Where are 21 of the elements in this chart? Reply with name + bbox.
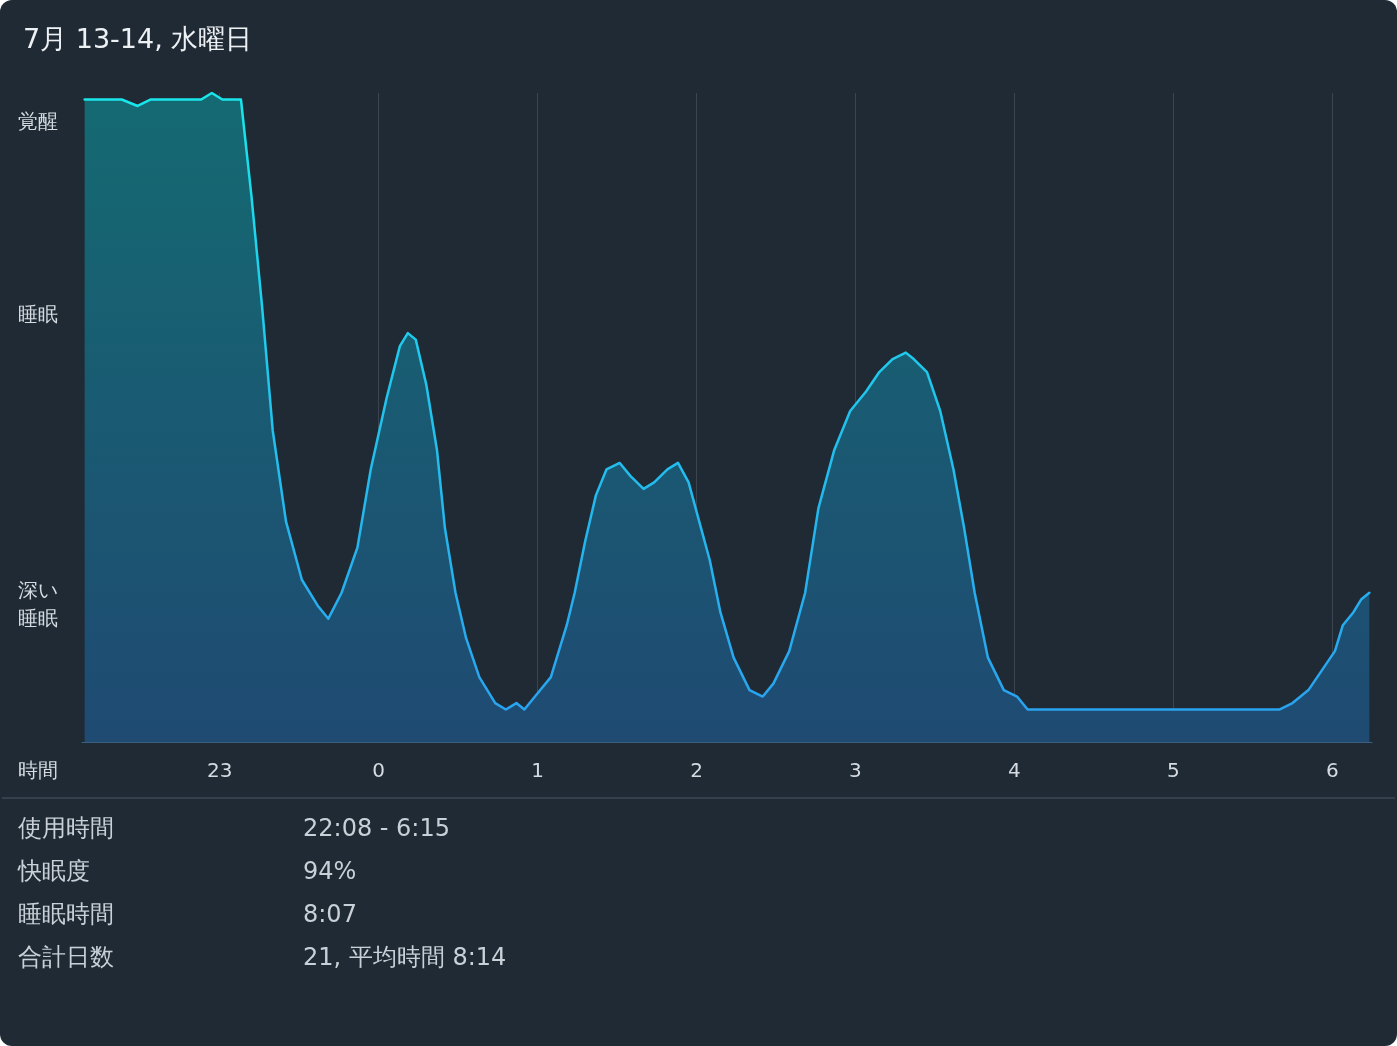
text: 合計日数 <box>18 943 114 971</box>
x-tick-label: 6 <box>1325 758 1339 782</box>
x-tick-label: 3 <box>849 758 862 782</box>
x-tick-label: 2 <box>690 758 703 782</box>
x-tick-label: 0 <box>372 758 386 782</box>
text: 快眠度 <box>17 857 90 885</box>
text: 睡眠時間 <box>18 900 114 928</box>
text: 22:08 - 6:15 <box>303 814 450 842</box>
x-axis-title: 時間 <box>18 758 58 782</box>
text: 8:07 <box>303 900 357 928</box>
x-tick-label: 1 <box>531 758 544 782</box>
text: 使用時間 <box>18 814 114 842</box>
x-tick-label: 23 <box>207 758 233 782</box>
x-tick-label: 4 <box>1008 758 1021 782</box>
text: 覚醒 <box>18 109 58 133</box>
x-tick-label: 5 <box>1166 758 1180 782</box>
text: 深い睡眠 <box>18 578 58 630</box>
text: 睡眠 <box>18 302 58 326</box>
chart-title: 7月 13-14, 水曜日 <box>23 23 253 54</box>
text: 94% <box>303 857 357 885</box>
text: 21, 平均時間 8:14 <box>303 943 507 971</box>
